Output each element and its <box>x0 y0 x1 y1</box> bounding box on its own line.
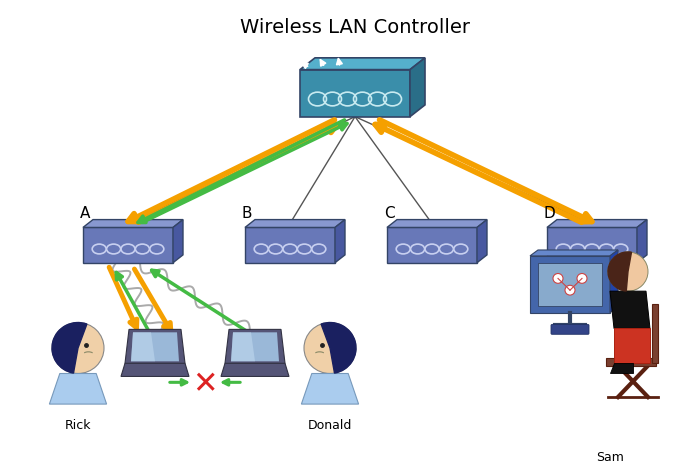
Polygon shape <box>231 332 255 361</box>
Polygon shape <box>231 332 279 361</box>
Circle shape <box>608 252 648 291</box>
Polygon shape <box>245 227 335 263</box>
Polygon shape <box>538 263 602 306</box>
Polygon shape <box>125 329 185 363</box>
Wedge shape <box>321 323 356 373</box>
Polygon shape <box>410 58 425 117</box>
Text: Donald: Donald <box>308 419 352 432</box>
Polygon shape <box>221 363 289 377</box>
Circle shape <box>304 323 356 373</box>
Polygon shape <box>300 70 410 117</box>
Wedge shape <box>52 323 87 373</box>
Polygon shape <box>387 227 477 263</box>
Polygon shape <box>50 373 106 404</box>
Circle shape <box>553 273 563 283</box>
Text: ✕: ✕ <box>193 370 218 399</box>
Polygon shape <box>300 58 425 70</box>
Polygon shape <box>131 332 179 361</box>
Polygon shape <box>83 227 173 263</box>
Polygon shape <box>530 256 610 313</box>
Polygon shape <box>637 219 647 263</box>
Text: B: B <box>241 206 252 221</box>
Polygon shape <box>530 250 618 256</box>
Text: Rick: Rick <box>64 419 91 432</box>
Polygon shape <box>225 329 285 363</box>
Wedge shape <box>608 252 631 291</box>
Polygon shape <box>547 219 647 227</box>
Circle shape <box>565 285 575 295</box>
Polygon shape <box>610 363 633 372</box>
Polygon shape <box>387 219 487 227</box>
Polygon shape <box>173 219 183 263</box>
Text: C: C <box>384 206 394 221</box>
Polygon shape <box>652 304 658 363</box>
Polygon shape <box>131 332 155 361</box>
Circle shape <box>577 273 587 283</box>
Text: D: D <box>543 206 555 221</box>
Polygon shape <box>547 227 637 263</box>
Polygon shape <box>83 219 183 227</box>
Text: Wireless LAN Controller: Wireless LAN Controller <box>240 18 470 37</box>
Polygon shape <box>335 219 345 263</box>
Polygon shape <box>245 219 345 227</box>
Polygon shape <box>610 250 618 313</box>
Polygon shape <box>606 358 656 365</box>
Circle shape <box>52 323 104 373</box>
Text: A: A <box>80 206 90 221</box>
Polygon shape <box>121 363 189 377</box>
Polygon shape <box>614 328 650 363</box>
FancyBboxPatch shape <box>551 325 589 334</box>
Polygon shape <box>302 373 358 404</box>
Polygon shape <box>477 219 487 263</box>
Polygon shape <box>610 291 650 328</box>
Text: Sam: Sam <box>596 451 624 464</box>
